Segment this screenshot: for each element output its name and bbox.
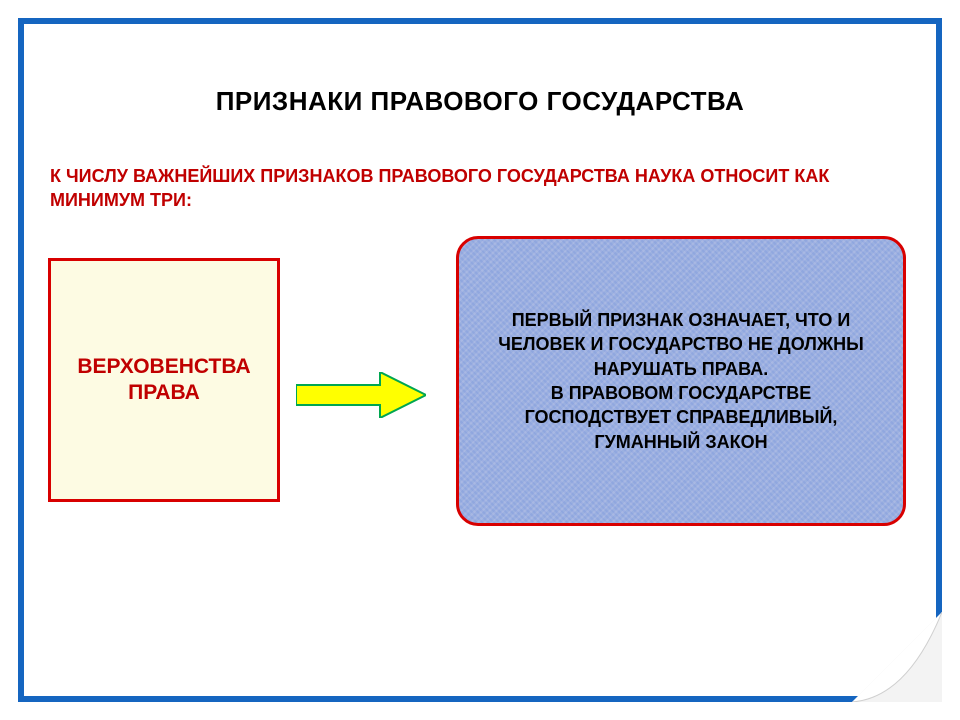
slide-title: ПРИЗНАКИ ПРАВОВОГО ГОСУДАРСТВА bbox=[36, 86, 924, 117]
arrow-shape bbox=[296, 372, 426, 418]
concept-box-right: ПЕРВЫЙ ПРИЗНАК ОЗНАЧАЕТ, ЧТО И ЧЕЛОВЕК И… bbox=[456, 236, 906, 526]
concept-box-left-label: ВЕРХОВЕНСТВА ПРАВА bbox=[61, 354, 267, 407]
slide-subtitle: К ЧИСЛУ ВАЖНЕЙШИХ ПРИЗНАКОВ ПРАВОВОГО ГО… bbox=[50, 164, 910, 213]
slide-canvas: ПРИЗНАКИ ПРАВОВОГО ГОСУДАРСТВА К ЧИСЛУ В… bbox=[36, 36, 924, 684]
arrow-icon bbox=[296, 372, 426, 418]
page-curl-icon bbox=[852, 612, 942, 702]
concept-box-right-label: ПЕРВЫЙ ПРИЗНАК ОЗНАЧАЕТ, ЧТО И ЧЕЛОВЕК И… bbox=[479, 308, 883, 454]
concept-box-left: ВЕРХОВЕНСТВА ПРАВА bbox=[48, 258, 280, 502]
